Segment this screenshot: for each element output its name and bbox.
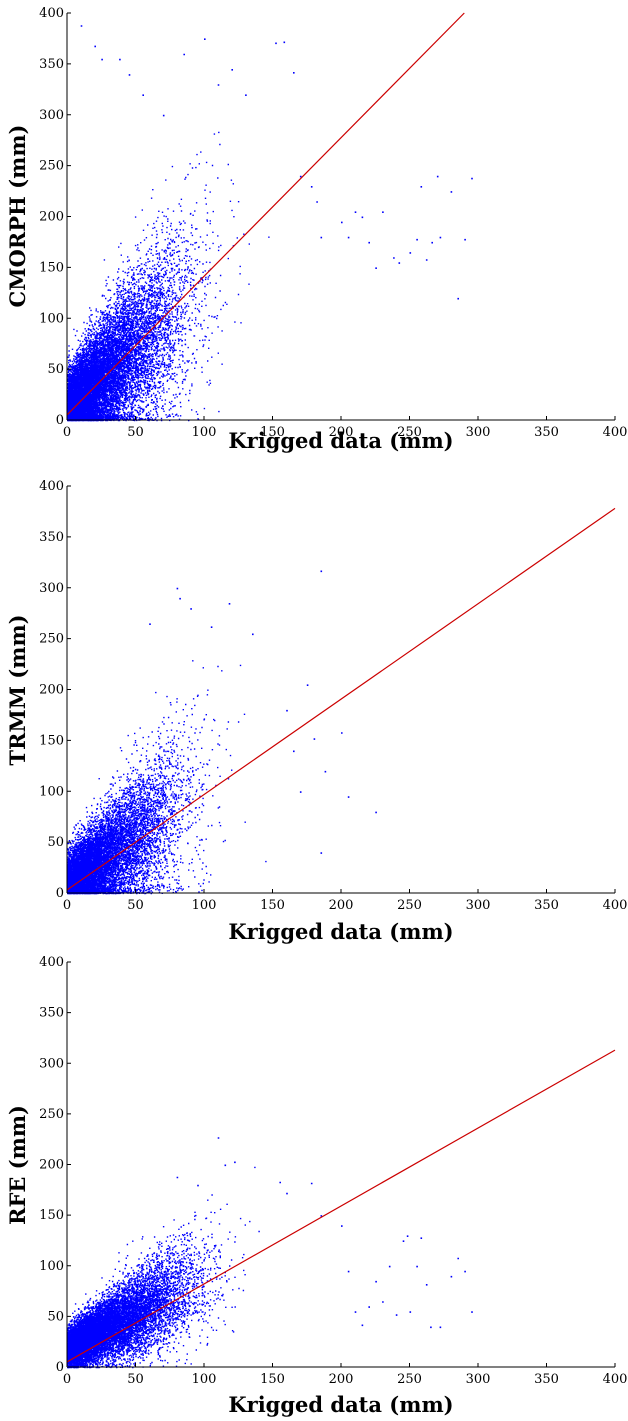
scatter-markers <box>67 25 473 422</box>
y-tick-label: 300 <box>39 108 64 123</box>
y-tick-label: 0 <box>56 413 64 428</box>
scatter-points <box>67 25 473 422</box>
x-tick-label: 250 <box>397 898 422 913</box>
x-tick-label: 0 <box>63 1372 71 1387</box>
x-tick-label: 100 <box>192 1372 217 1387</box>
x-tick-label: 300 <box>466 1372 491 1387</box>
x-tick-label: 200 <box>329 425 354 440</box>
scatter-panel-trmm: 0 50 100 150 200 250 300 350 400 0 50 100 150 200 250… <box>5 479 627 944</box>
x-tick-label: 400 <box>603 898 628 913</box>
y-tick-label: 400 <box>39 479 64 494</box>
y-axis-ticks: 0 50 100 150 200 250 300 350 400 <box>39 479 71 901</box>
x-tick-label: 400 <box>603 1372 628 1387</box>
x-axis-ticks: 0 50 100 150 200 250 300 350 400 <box>63 416 628 440</box>
x-tick-label: 50 <box>127 425 144 440</box>
x-tick-label: 100 <box>192 425 217 440</box>
x-tick-label: 50 <box>127 1372 144 1387</box>
x-tick-label: 0 <box>63 898 71 913</box>
y-tick-label: 250 <box>39 1107 64 1122</box>
y-tick-label: 350 <box>39 57 64 72</box>
y-tick-label: 350 <box>39 530 64 545</box>
scatter-points <box>67 1137 473 1369</box>
y-tick-label: 300 <box>39 1056 64 1071</box>
x-tick-label: 200 <box>329 898 354 913</box>
x-tick-label: 400 <box>603 425 628 440</box>
x-tick-label: 250 <box>397 1372 422 1387</box>
y-tick-label: 150 <box>39 1208 64 1223</box>
x-tick-label: 300 <box>466 898 491 913</box>
x-axis-label: Krigged data (mm) <box>228 428 453 453</box>
y-tick-label: 50 <box>47 1309 64 1324</box>
plot-area <box>67 13 615 420</box>
y-tick-label: 250 <box>39 159 64 174</box>
y-tick-label: 300 <box>39 581 64 596</box>
y-tick-label: 250 <box>39 632 64 647</box>
y-tick-label: 200 <box>39 683 64 698</box>
x-tick-label: 0 <box>63 425 71 440</box>
y-tick-label: 100 <box>39 1259 64 1274</box>
x-tick-label: 200 <box>329 1372 354 1387</box>
y-axis-ticks: 0 50 100 150 200 250 300 350 400 <box>39 955 71 1375</box>
y-axis-ticks: 0 50 100 150 200 250 300 350 400 <box>39 6 71 428</box>
y-axis-label: CMORPH (mm) <box>5 125 30 308</box>
scatter-markers <box>67 570 377 895</box>
y-axis-label: RFE (mm) <box>5 1105 30 1225</box>
x-tick-label: 100 <box>192 898 217 913</box>
x-tick-label: 350 <box>534 1372 559 1387</box>
x-tick-label: 350 <box>534 425 559 440</box>
y-tick-label: 100 <box>39 311 64 326</box>
x-axis-label: Krigged data (mm) <box>228 1392 453 1417</box>
y-tick-label: 0 <box>56 886 64 901</box>
x-tick-label: 150 <box>260 1372 285 1387</box>
y-tick-label: 150 <box>39 733 64 748</box>
y-tick-label: 50 <box>47 835 64 850</box>
y-tick-label: 400 <box>39 955 64 970</box>
x-tick-label: 300 <box>466 425 491 440</box>
y-tick-label: 0 <box>56 1360 64 1375</box>
y-tick-label: 50 <box>47 362 64 377</box>
regression-line <box>66 507 616 891</box>
x-tick-label: 150 <box>260 898 285 913</box>
scatter-panel-rfe: 0 50 100 150 200 250 300 350 400 0 50 100 150 200 250… <box>5 955 627 1417</box>
x-tick-label: 250 <box>397 425 422 440</box>
x-tick-label: 350 <box>534 898 559 913</box>
scatter-markers <box>67 1137 473 1369</box>
x-tick-label: 50 <box>127 898 144 913</box>
x-axis-ticks: 0 50 100 150 200 250 300 350 400 <box>63 889 628 913</box>
regression-line <box>66 1049 616 1363</box>
x-axis-ticks: 0 50 100 150 200 250 300 350 400 <box>63 1363 628 1387</box>
scatter-points <box>67 570 377 895</box>
scatter-panel-cmorph: 0 50 100 150 200 250 300 350 400 0 50 100 150 200 250… <box>5 6 627 453</box>
y-tick-label: 200 <box>39 1158 64 1173</box>
x-axis-label: Krigged data (mm) <box>228 919 453 944</box>
y-tick-label: 400 <box>39 6 64 21</box>
y-tick-label: 100 <box>39 784 64 799</box>
regression-line <box>66 12 465 416</box>
y-tick-label: 150 <box>39 260 64 275</box>
y-tick-label: 200 <box>39 210 64 225</box>
y-tick-label: 350 <box>39 1006 64 1021</box>
y-axis-label: TRMM (mm) <box>5 614 30 765</box>
x-tick-label: 150 <box>260 425 285 440</box>
